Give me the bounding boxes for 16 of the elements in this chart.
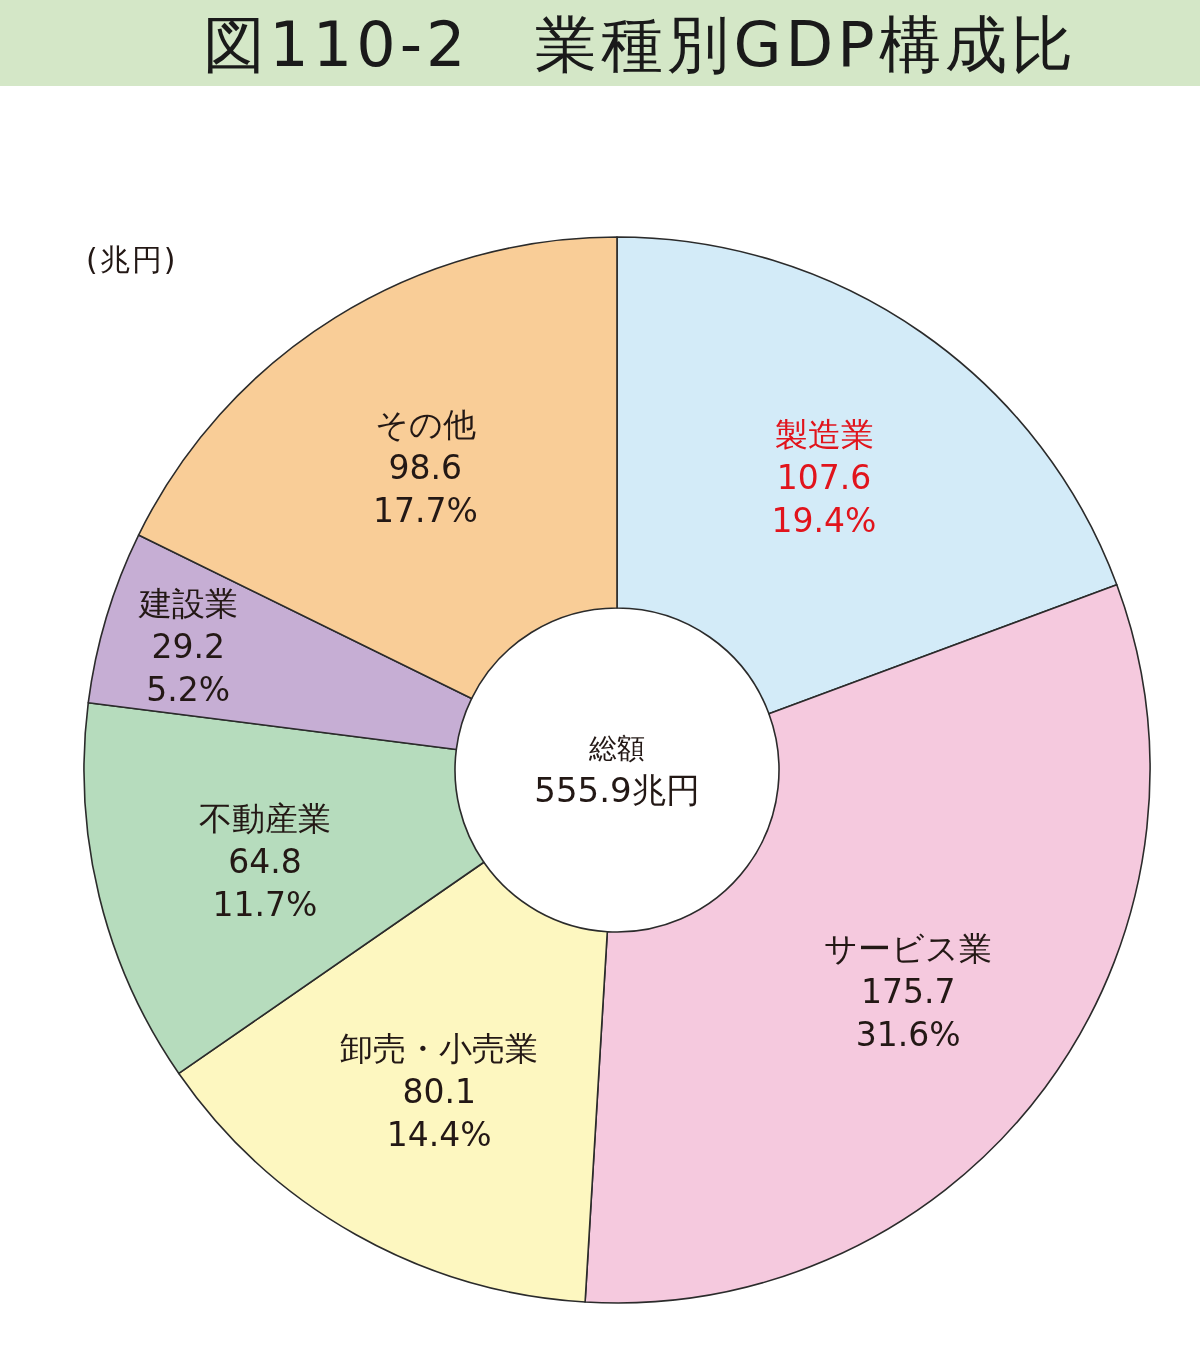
- slice-label: 製造業: [774, 415, 874, 455]
- data-label: 80.1 14.4%: [386, 1071, 492, 1154]
- data-label: 175.7 31.6%: [855, 971, 961, 1054]
- data-label: 64.8 11.7%: [212, 841, 318, 924]
- slice-label: 卸売・小売業: [340, 1028, 539, 1068]
- text: (兆円): [86, 242, 178, 277]
- slice-label: 不動産業: [198, 798, 331, 838]
- chart-title: 図110-2 業種別GDP構成比: [203, 8, 1077, 81]
- slice-label: サービス業: [824, 928, 993, 968]
- data-label: 98.6 17.7%: [372, 448, 478, 531]
- slice-label: その他: [374, 405, 476, 445]
- data-label: 107.6 19.4%: [771, 458, 877, 541]
- text: 総額: [588, 732, 645, 766]
- data-label: 29.2 5.2%: [146, 627, 231, 710]
- slice-label: 建設業: [137, 584, 238, 624]
- text: 555.9兆円: [534, 770, 700, 811]
